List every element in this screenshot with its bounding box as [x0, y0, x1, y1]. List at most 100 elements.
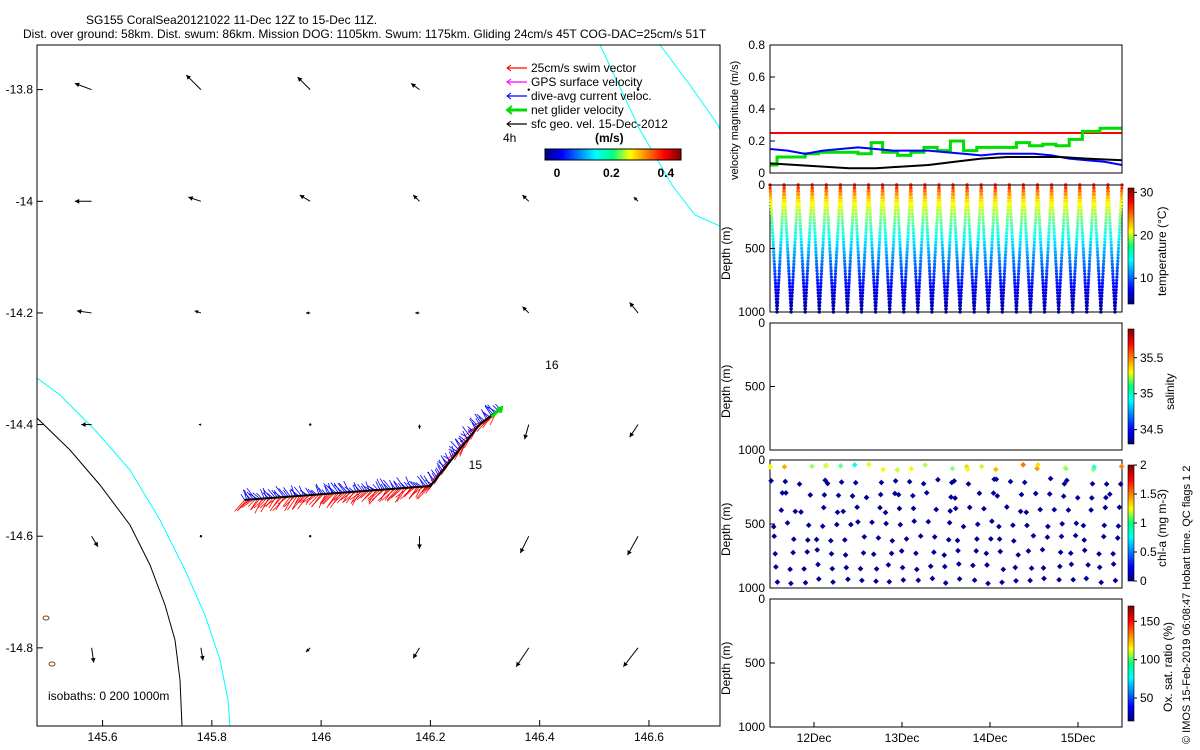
temperature-mark: [903, 288, 907, 292]
temperature-mark: [900, 272, 904, 276]
temperature-mark: [965, 183, 969, 187]
temperature-mark: [791, 275, 795, 279]
temperature-mark: [975, 250, 980, 254]
temperature-mark: [1026, 275, 1031, 279]
temperature-mark: [864, 221, 869, 225]
salinity-ytick-label: 1000: [738, 443, 765, 457]
temperature-mark: [869, 224, 873, 228]
chla-mark: [1059, 520, 1066, 527]
temperature-mark: [1039, 240, 1043, 244]
current-vector: [416, 475, 427, 487]
temperature-mark: [877, 240, 882, 244]
temperature-mark: [924, 205, 928, 209]
temperature-mark: [911, 227, 915, 231]
salinity-cbar-tick-label: 35: [1140, 387, 1154, 401]
swim-vector: [277, 496, 289, 505]
temperature-mark: [1094, 218, 1098, 222]
temperature-mark: [1026, 262, 1030, 266]
swim-vector: [364, 490, 374, 500]
chla-mark: [897, 521, 904, 528]
temperature-mark: [916, 310, 920, 314]
temperature-mark: [1015, 294, 1019, 298]
temperature-mark: [957, 288, 961, 292]
temperature-mark: [848, 259, 852, 263]
colorbar-unit-label: (m/s): [595, 131, 624, 145]
temperature-mark: [850, 224, 854, 228]
chla-mark: [814, 547, 821, 553]
temperature-mark: [1030, 288, 1034, 292]
temperature-mark: [818, 300, 822, 305]
temperature-mark: [963, 227, 967, 231]
temperature-mark: [1018, 240, 1022, 244]
current-vector: [448, 451, 453, 459]
temperature-mark: [1067, 243, 1071, 247]
temperature-mark: [986, 307, 991, 311]
temperature-mark: [881, 196, 885, 200]
temperature-mark: [884, 243, 888, 247]
temperature-mark: [839, 202, 844, 206]
temperature-mark: [1112, 288, 1116, 292]
temperature-mark: [879, 218, 883, 222]
chla-mark: [1023, 509, 1030, 516]
temperature-mark: [801, 269, 805, 273]
temperature-mark: [791, 272, 795, 276]
temperature-mark: [1090, 208, 1094, 212]
temperature-mark: [946, 275, 950, 279]
chla-colorbar: [1127, 464, 1135, 582]
temperature-mark: [1081, 237, 1085, 241]
sfc-geo-arrowhead: [186, 74, 192, 80]
temperature-mark: [822, 218, 827, 222]
temperature-mark: [1044, 288, 1048, 292]
temperature-mark: [794, 227, 798, 231]
temperature-mark: [1046, 256, 1050, 260]
chla-mark: [889, 537, 896, 544]
chla-mark: [779, 490, 786, 496]
temperature-mark: [943, 288, 947, 292]
temperature-mark: [1055, 281, 1059, 285]
swim-vector: [250, 498, 261, 511]
chla-mark: [1103, 481, 1110, 487]
temperature-mark: [853, 196, 857, 200]
temperature-mark: [798, 224, 803, 228]
temperature-mark: [773, 266, 777, 270]
temperature-mark: [777, 266, 782, 270]
temperature-mark: [1068, 269, 1072, 273]
temperature-mark: [956, 269, 960, 273]
temperature-mark: [988, 269, 993, 273]
temperature-mark: [882, 208, 886, 212]
temperature-mark: [1052, 224, 1056, 228]
swim-vector: [282, 496, 291, 507]
current-vector: [437, 461, 446, 468]
temperature-mark: [891, 250, 895, 254]
temperature-mark: [1047, 227, 1051, 231]
temperature-mark: [1078, 183, 1082, 187]
temperature-mark: [929, 288, 933, 292]
temperature-mark: [1015, 297, 1019, 301]
temperature-mark: [856, 246, 860, 251]
swim-vector: [247, 498, 256, 507]
velocity-ytick-label: 0: [758, 166, 765, 180]
temperature-mark: [868, 205, 872, 209]
temperature-mark: [1058, 288, 1062, 292]
chla-mark: [1117, 481, 1124, 487]
temperature-mark: [862, 259, 866, 263]
temperature-mark: [811, 199, 815, 203]
temperature-mark: [820, 269, 824, 273]
temperature-mark: [834, 262, 838, 266]
temperature-mark: [848, 256, 853, 260]
temperature-mark: [944, 310, 948, 314]
temperature-mark: [919, 246, 924, 251]
temperature-mark: [1010, 240, 1015, 244]
sfc-geo-arrowhead: [413, 653, 418, 659]
temperature-mark: [1100, 285, 1104, 289]
chla-mark: [830, 579, 836, 585]
temperature-mark: [951, 186, 955, 190]
swim-vector: [333, 492, 346, 503]
chla-cbar-tick-label: 0.5: [1140, 545, 1157, 559]
temperature-mark: [1090, 224, 1094, 228]
temperature-mark: [839, 192, 843, 197]
temperature-mark: [934, 231, 938, 235]
temperature-mark: [907, 215, 911, 219]
temperature-mark: [1099, 300, 1103, 305]
